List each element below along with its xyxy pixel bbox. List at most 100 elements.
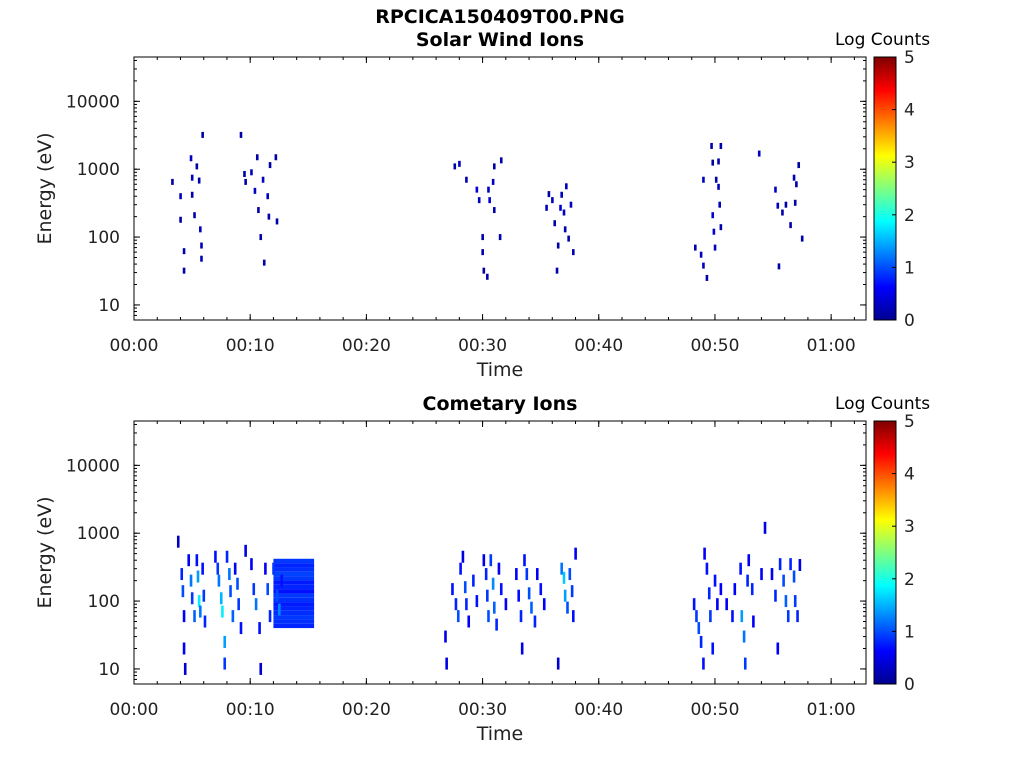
data-cell [717,183,720,190]
data-cell [189,155,193,162]
data-cell [201,562,204,575]
data-cell [268,610,272,623]
data-block-cell [273,623,315,629]
data-cell [784,595,788,608]
plot-frame [133,420,867,685]
data-cell [713,244,717,251]
data-cell [267,213,271,220]
data-cell [195,554,199,567]
data-cell [527,587,531,600]
data-cell [488,197,491,204]
colorbar-tick-label: 5 [904,412,915,432]
data-cell [183,662,187,675]
data-cell [520,642,524,655]
data-cell [718,201,721,208]
data-cell [252,583,256,596]
data-block-cell [273,589,315,594]
data-cell [713,574,717,587]
data-cell [231,610,235,623]
data-cell [710,142,713,149]
data-cell [233,562,237,575]
y-axis-label: Energy (eV) [34,132,56,244]
data-cell [458,160,461,167]
data-cell [486,589,489,602]
data-cell [711,159,715,166]
data-cell [189,574,193,587]
colorbar-tick-label: 2 [904,206,915,226]
data-cell [465,598,468,611]
data-cell [495,618,498,631]
data-cell [694,244,697,251]
data-cell [519,610,523,623]
y-tick-label: 100 [88,228,120,248]
data-cell [182,642,186,655]
colorbar [873,56,897,321]
data-cell [499,157,503,164]
data-cell [760,568,763,581]
y-tick-label: 100 [88,592,120,612]
data-cell [770,568,774,581]
data-cell [445,657,448,670]
data-cell [275,218,279,225]
data-cell [782,574,785,587]
data-cell [774,589,777,602]
data-cell [200,255,203,262]
data-cell [487,610,490,623]
x-tick-label: 01:00 [807,700,856,720]
data-cell [190,592,194,605]
data-cell [699,251,703,258]
data-cell [472,574,475,587]
data-cell [202,589,206,602]
x-tick-label: 00:40 [574,700,623,720]
data-cell [572,249,575,256]
data-cell [179,193,182,200]
colorbar-tick-label: 3 [904,517,915,537]
data-cell [217,574,221,587]
data-cell [201,131,204,138]
solar-wind-panel: 00:00 00:10 00:20 00:30 00:40 00:50 01:0010100… [34,48,915,381]
data-cell [705,274,709,281]
data-cell [539,583,543,596]
data-block-cell [273,597,315,603]
data-cell [259,234,263,241]
data-cell [492,601,496,614]
data-cell [280,574,283,587]
data-cell [200,242,203,249]
data-cell [740,610,744,623]
data-cell [182,610,186,623]
data-cell [487,186,490,193]
data-cell [574,547,577,560]
data-cell [454,598,458,611]
x-tick-label: 00:00 [110,700,159,720]
data-cell [250,169,253,176]
data-cell [255,154,259,161]
colorbar-tick-label: 1 [904,258,915,278]
data-cell [702,176,705,183]
data-cell [453,163,457,170]
data-cell [239,622,243,635]
data-block-cell [273,571,315,577]
data-cell [196,570,200,583]
x-axis-label: Time [476,723,524,745]
data-cell [253,187,257,194]
data-cell [264,562,267,575]
data-cell [475,595,479,608]
data-cell [180,568,184,581]
colorbar-label-bottom: Log Counts [835,394,931,414]
data-cell [182,248,186,255]
data-cell [461,550,465,563]
data-cell [236,577,239,590]
data-cell [193,212,196,219]
x-tick-label: 00:40 [574,336,623,356]
data-cell [278,603,281,616]
x-tick-label: 00:50 [690,700,739,720]
data-block-cell [273,580,315,585]
data-cell [562,571,566,584]
data-cell [695,610,698,623]
data-cell [797,162,801,169]
y-tick-label: 10 [98,296,120,316]
data-block-cell [273,610,315,616]
data-cell [504,598,508,611]
data-cell [556,657,560,670]
data-cell [477,197,481,204]
